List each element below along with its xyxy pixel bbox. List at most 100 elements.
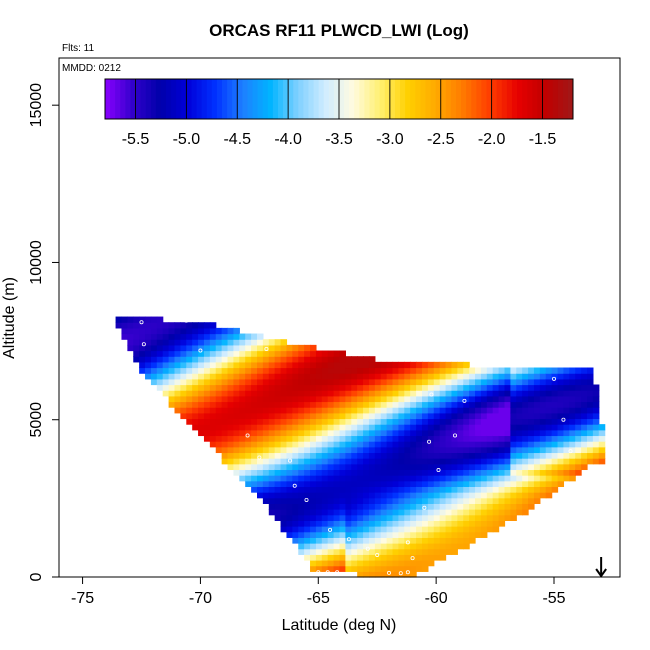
heatmap-cell — [257, 412, 264, 420]
colorbar-segment — [267, 79, 274, 119]
colorbar-segment — [227, 79, 233, 119]
colorbar-segment — [537, 79, 543, 119]
heatmap-cell — [374, 378, 382, 386]
heatmap-cell — [533, 486, 541, 493]
heatmap-cell — [581, 463, 588, 471]
heatmap-cell — [239, 407, 246, 414]
heatmap-cell — [545, 407, 553, 414]
heatmap-cell — [475, 492, 482, 499]
heatmap-cell — [592, 412, 600, 420]
heatmap-cell — [298, 458, 305, 465]
heatmap-cell — [298, 412, 305, 420]
heatmap-cell — [404, 531, 411, 538]
heatmap-cell — [339, 395, 346, 403]
heatmap-cell — [433, 463, 441, 471]
heatmap-cell — [439, 497, 447, 504]
heatmap-cell — [433, 531, 441, 538]
heatmap-cell — [498, 401, 506, 408]
heatmap-cell — [422, 384, 429, 391]
heatmap-cell — [245, 361, 252, 369]
heatmap-cell — [168, 390, 176, 397]
heatmap-cell — [245, 401, 252, 408]
heatmap-cell — [198, 339, 205, 346]
heatmap-cell — [186, 350, 193, 357]
heatmap-cell — [492, 486, 500, 493]
heatmap-cell — [357, 509, 364, 516]
heatmap-cell — [274, 492, 282, 499]
heatmap-cell — [251, 446, 258, 454]
colorbar-segment — [303, 79, 309, 119]
heatmap-cell — [598, 446, 606, 454]
heatmap-cell — [298, 384, 305, 391]
heatmap-cell — [392, 514, 400, 521]
direction-arrow-icon — [595, 557, 607, 578]
heatmap-cell — [280, 503, 288, 510]
heatmap-cell — [486, 373, 494, 380]
colorbar-segment — [333, 79, 340, 119]
heatmap-cell — [475, 373, 482, 380]
heatmap-cell — [498, 469, 506, 476]
heatmap-cell — [327, 526, 335, 533]
heatmap-cell — [121, 333, 128, 340]
colorbar-segment — [344, 79, 350, 119]
heatmap-cell — [545, 492, 553, 499]
heatmap-cell — [522, 503, 529, 510]
heatmap-cell — [451, 367, 458, 374]
heatmap-cell — [192, 424, 199, 431]
heatmap-cell — [545, 452, 553, 459]
heatmap-cell — [551, 418, 559, 425]
heatmap-cell — [262, 452, 270, 459]
heatmap-cell — [333, 463, 341, 471]
heatmap-cell — [304, 475, 311, 482]
heatmap-cell — [451, 469, 458, 476]
heatmap-cell — [198, 378, 205, 386]
heatmap-cell — [339, 520, 346, 527]
heatmap-cell — [416, 503, 423, 510]
heatmap-cell — [245, 356, 252, 363]
colorbar-segment — [501, 79, 508, 119]
heatmap-cell — [427, 480, 435, 488]
heatmap-cell — [410, 520, 417, 527]
heatmap-cell — [339, 475, 346, 482]
heatmap-cell — [198, 395, 205, 403]
sample-point — [325, 570, 330, 575]
heatmap-cell — [510, 373, 517, 380]
heatmap-cell — [363, 378, 370, 386]
heatmap-cell — [463, 537, 470, 544]
heatmap-cell — [510, 452, 517, 459]
heatmap-cell — [327, 361, 335, 369]
heatmap-cell — [315, 367, 323, 374]
heatmap-cell — [351, 361, 358, 369]
heatmap-cell — [280, 407, 288, 414]
heatmap-cell — [439, 424, 447, 431]
heatmap-cell — [304, 390, 311, 397]
heatmap-cell — [233, 469, 240, 476]
heatmap-cell — [392, 384, 400, 391]
heatmap-cell — [315, 446, 323, 454]
heatmap-cell — [575, 378, 582, 386]
heatmap-cell — [410, 475, 417, 482]
heatmap-cell — [416, 565, 423, 572]
heatmap-cell — [533, 475, 541, 482]
heatmap-cell — [492, 373, 500, 380]
heatmap-cell — [268, 356, 276, 363]
heatmap-cell — [215, 378, 223, 386]
heatmap-cell — [398, 509, 405, 516]
heatmap-cell — [463, 480, 470, 488]
heatmap-cell — [551, 480, 559, 488]
heatmap-cell — [451, 509, 458, 516]
heatmap-cell — [292, 412, 299, 420]
heatmap-cell — [327, 520, 335, 527]
heatmap-cell — [268, 429, 276, 437]
heatmap-cell — [416, 537, 423, 544]
heatmap-cell — [239, 339, 246, 346]
heatmap-cell — [180, 384, 187, 391]
heatmap-cell — [315, 514, 323, 521]
heatmap-cell — [274, 429, 282, 437]
heatmap-cell — [251, 390, 258, 397]
heatmap-cell — [363, 384, 370, 391]
heatmap-cell — [451, 384, 458, 391]
heatmap-cell — [304, 526, 311, 533]
heatmap-cell — [498, 429, 506, 437]
heatmap-cell — [327, 435, 335, 442]
